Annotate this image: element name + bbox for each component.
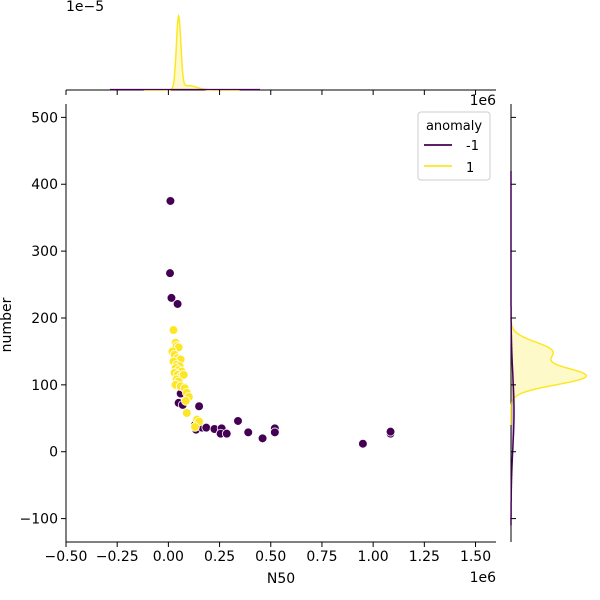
x-tick-label: −0.25 [96,549,139,565]
scatter-point-neg1 [385,426,396,437]
x-tick-label: 0.00 [153,549,184,565]
top-marginal-ticks [65,90,477,95]
main-plot: −0.50 −0.25 0.00 0.25 0.50 0.75 1.00 1.25 1.50 −… [0,104,496,587]
scatter-point-neg1 [257,433,268,444]
y-axis-label: number [0,297,15,352]
right-marginal-kde-line-1 [510,318,588,425]
scatter-point-neg1 [233,416,243,426]
scatter-point-neg1 [358,438,368,449]
scatter-point-pos1 [190,422,200,432]
y-tick-label: 400 [31,177,58,193]
scatter-point-neg1 [221,428,232,439]
y-tick-label: −100 [20,512,58,528]
scatter-points [165,196,396,449]
legend: anomaly -1 1 [417,111,491,181]
top-marginal-kde-line-1 [143,13,240,91]
scatter-point-neg1 [194,401,204,412]
x-axis-offset-label: 1e6 [470,570,497,586]
scatter-point-pos1 [180,396,191,406]
y-tick-label: 300 [31,244,58,260]
x-tick-label: 1.00 [358,549,389,565]
scatter-point-neg1 [165,268,175,278]
y-tick-label: 500 [31,110,58,126]
x-tick-label: 1.25 [409,549,440,565]
y-tick-label: 100 [31,378,58,394]
scatter-point-neg1 [166,293,177,303]
x-tick-label: 0.75 [306,549,337,565]
scatter-point-neg1 [243,427,254,438]
right-marginal-kde-line-neg1 [510,170,515,526]
legend-label-neg1: -1 [466,139,479,154]
legend-box [417,111,491,181]
right-marginal-offset-label: 1e6 [470,93,497,109]
scatter-point-pos1 [168,325,179,335]
x-axis-label: N50 [267,571,295,587]
top-marginal-plot: 1e−5 [65,0,496,95]
legend-label-1: 1 [466,161,474,176]
y-axis-ticks: −100 0 100 200 300 400 500 [20,110,66,528]
right-marginal-ticks [511,116,516,520]
scatter-point-neg1 [201,422,212,433]
scatter-point-pos1 [178,370,189,380]
x-axis-ticks: −0.50 −0.25 0.00 0.25 0.50 0.75 1.00 1.25 1.50 [45,542,491,565]
scatter-point-neg1 [172,299,183,309]
scatter-point-neg1 [270,427,280,438]
x-tick-label: 0.25 [204,549,235,565]
y-tick-label: 0 [49,445,58,461]
right-marginal-plot: 1e6 [470,93,588,542]
x-tick-label: 1.50 [460,549,491,565]
right-marginal-kde-fill-1 [511,318,587,425]
y-tick-label: 200 [31,311,58,327]
scatter-point-neg1 [165,196,176,206]
top-marginal-offset-label: 1e−5 [66,0,104,15]
x-tick-label: −0.50 [45,549,88,565]
top-marginal-kde-fill-1 [143,16,240,90]
scatter-point-pos1 [182,408,192,418]
x-tick-label: 0.50 [255,549,286,565]
legend-title: anomaly [426,119,482,134]
